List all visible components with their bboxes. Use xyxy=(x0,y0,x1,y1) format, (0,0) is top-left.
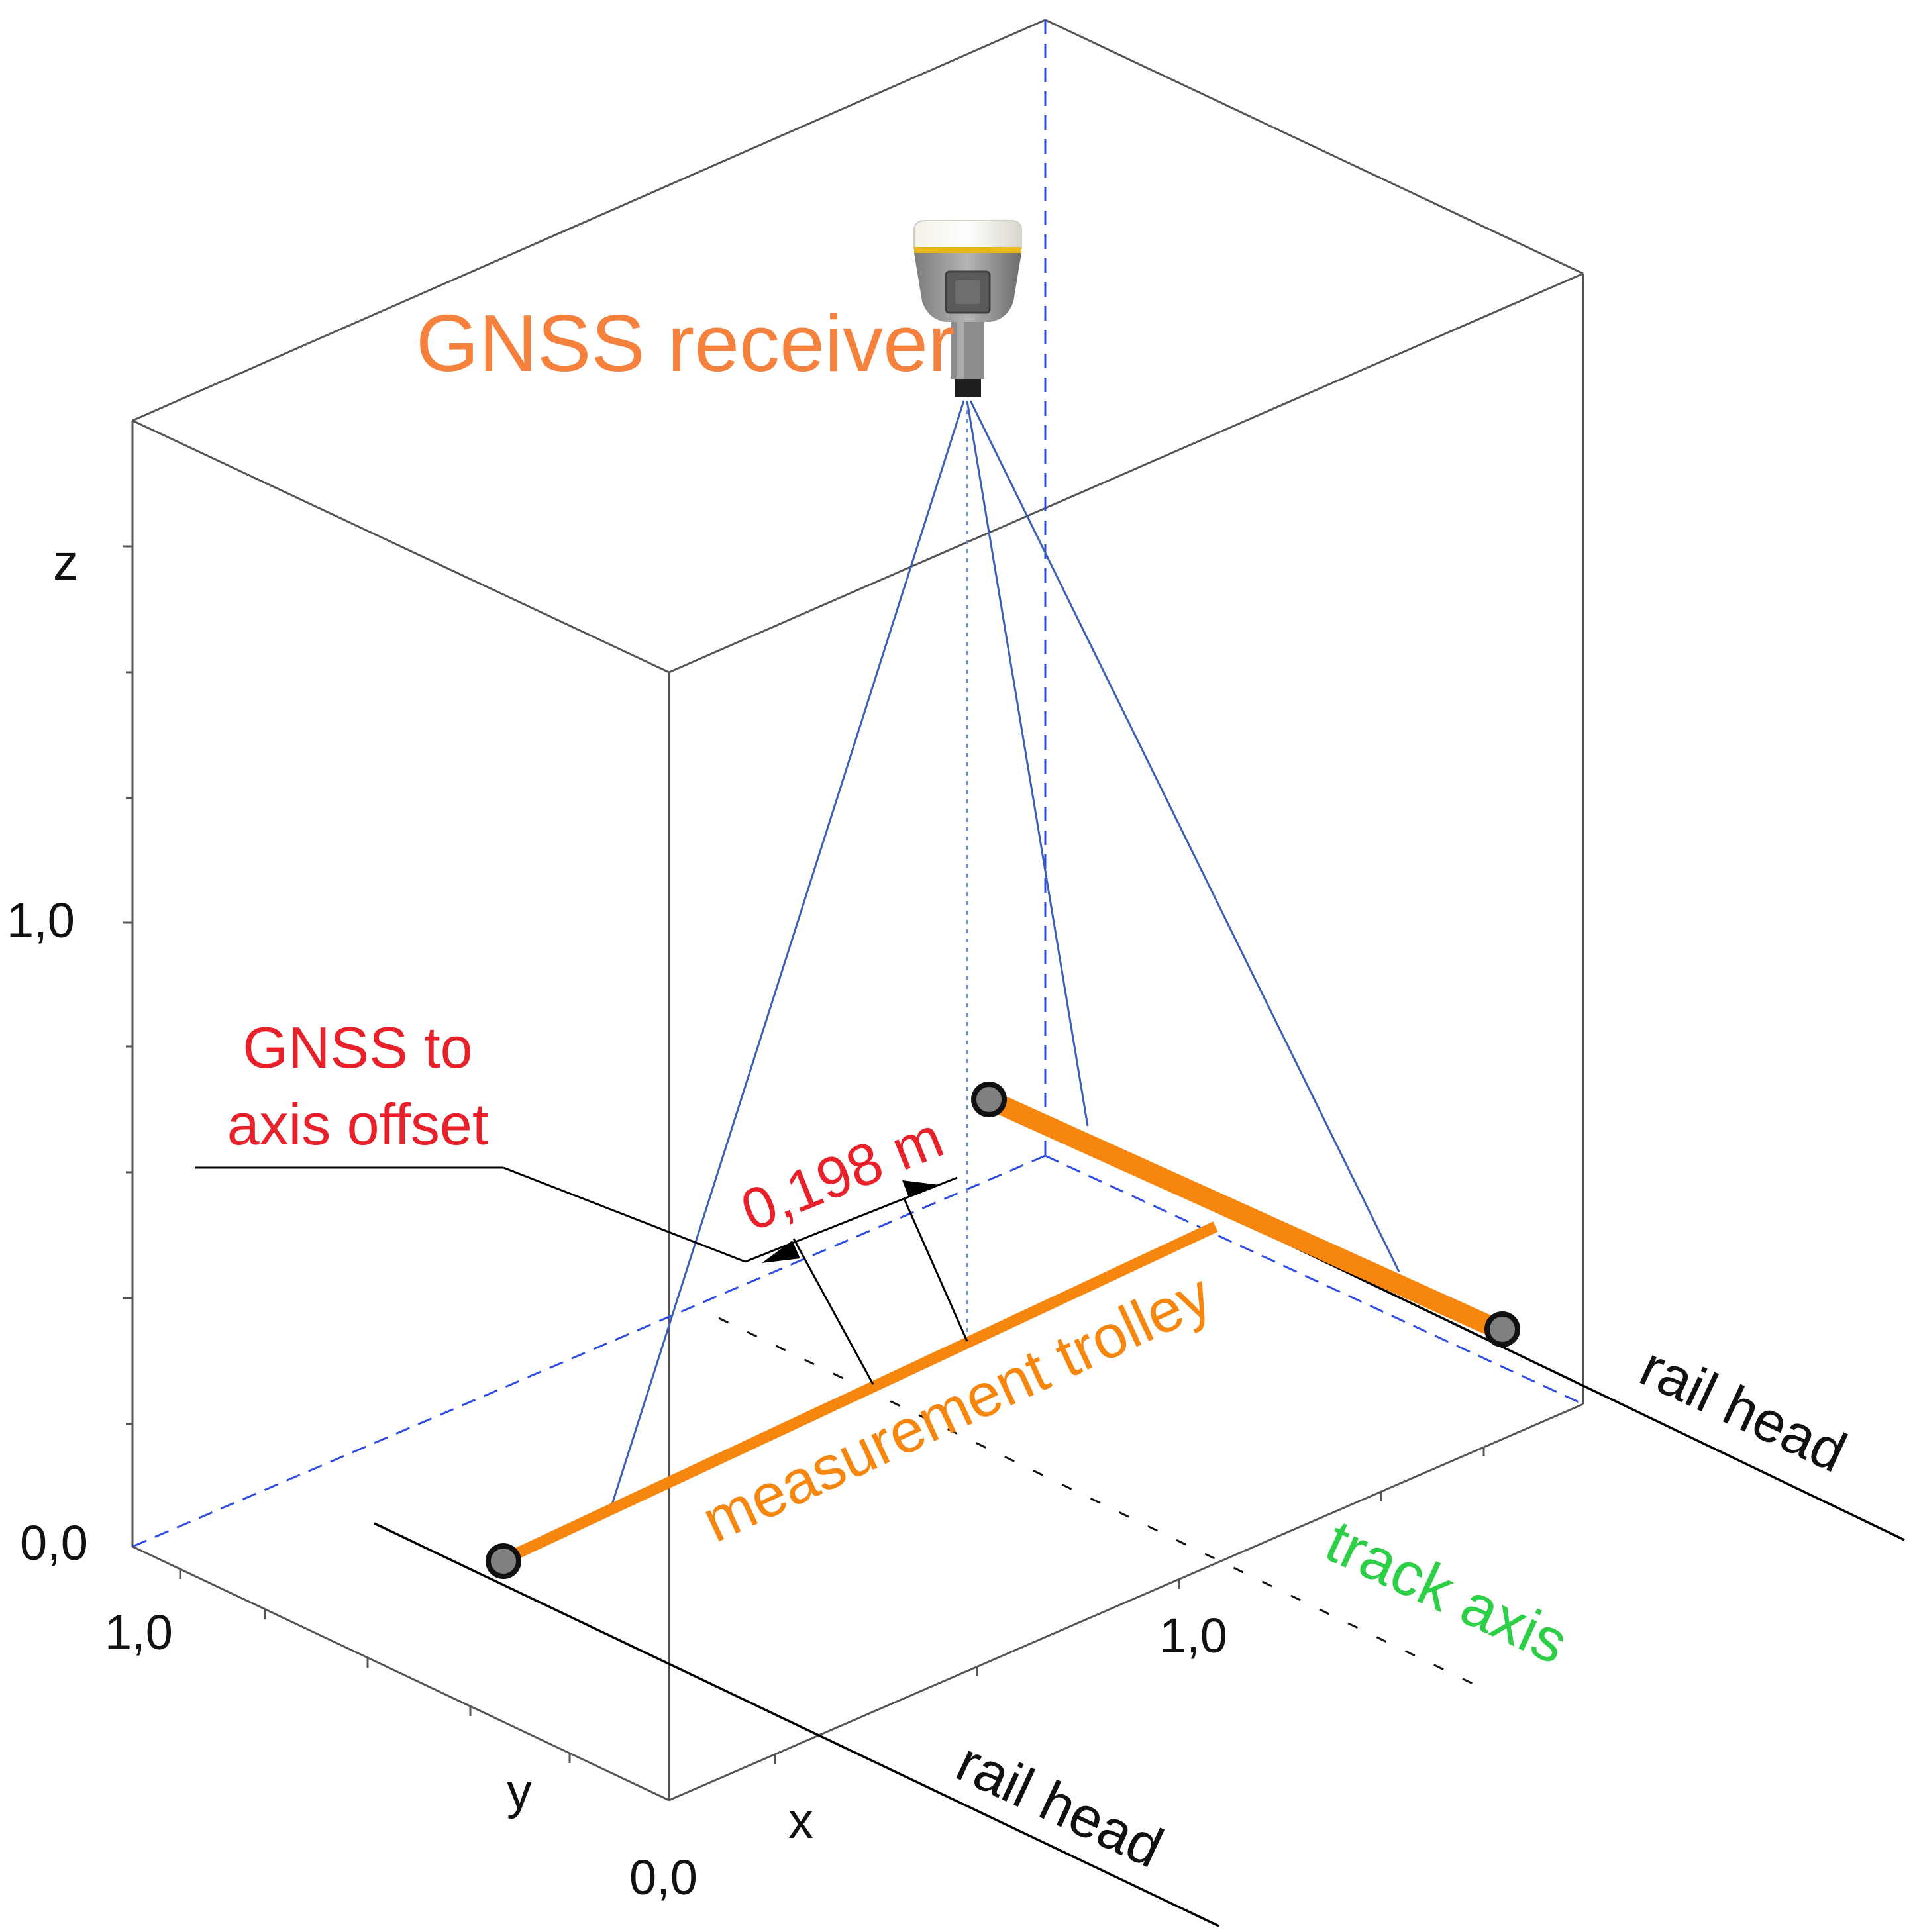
x-axis-ticks xyxy=(774,1447,1485,1764)
rail-bar[interactable] xyxy=(979,1090,1512,1341)
offset-leader-diagonal xyxy=(503,1166,746,1263)
arrowhead-right xyxy=(902,1180,939,1197)
offset-extension-right xyxy=(903,1198,968,1342)
offset-title-line1: GNSS to xyxy=(242,1015,472,1080)
trolley-beam[interactable] xyxy=(501,1221,1218,1565)
box-edge-top-front-left xyxy=(132,419,670,674)
bounding-box xyxy=(131,19,1584,1802)
z-tick-1: 1,0 xyxy=(7,893,75,948)
guide-floor-x-direction xyxy=(132,1154,1046,1548)
gnss-receiver-label: GNSS receiver xyxy=(416,298,955,388)
rail-head-bottom xyxy=(374,1522,1219,1927)
sight-line-to-front-end xyxy=(607,400,965,1517)
offset-extension-left xyxy=(792,1238,874,1385)
y-axis-ticks xyxy=(179,1569,571,1763)
sight-line-to-right-end xyxy=(969,400,1400,1272)
sight-lines xyxy=(607,400,1400,1517)
x-tick-1: 1,0 xyxy=(1159,1608,1227,1663)
z-axis-label: z xyxy=(53,534,78,591)
z-axis-ticks xyxy=(123,545,132,1425)
x-tick-0: 0,0 xyxy=(629,1850,698,1905)
gnss-antenna-icon[interactable] xyxy=(913,220,1022,397)
box-edge-bottom-right xyxy=(668,1403,1584,1802)
arrowhead-left xyxy=(762,1241,800,1263)
trolley-joints xyxy=(486,1082,1520,1579)
offset-title-line2: axis offset xyxy=(227,1092,489,1157)
joint-rail-right-icon xyxy=(1484,1311,1520,1347)
y-axis-label: y xyxy=(507,1763,532,1819)
z-tick-0: 0,0 xyxy=(20,1515,88,1570)
x-axis-label: x xyxy=(788,1793,813,1849)
offset-arrowheads xyxy=(762,1180,939,1263)
measurement-trolley-label: measurement trolley xyxy=(692,1260,1221,1555)
guide-floor-y-direction xyxy=(1045,1154,1584,1405)
dashed-guides xyxy=(132,20,1584,1548)
sight-line-to-back-end xyxy=(966,400,1089,1127)
joint-trolley-front-icon xyxy=(486,1543,521,1579)
box-edge-top-back-right xyxy=(1045,19,1584,275)
rail-head-bottom-label: rail head xyxy=(947,1730,1172,1880)
box-edge-bottom-left xyxy=(132,1545,670,1802)
y-tick-1: 1,0 xyxy=(105,1605,173,1660)
box-edge-top-back-left xyxy=(132,19,1046,422)
track-axis-label: track axis xyxy=(1316,1507,1578,1678)
box-edge-top-front-right xyxy=(668,272,1584,674)
joint-rail-top-icon xyxy=(971,1082,1007,1117)
